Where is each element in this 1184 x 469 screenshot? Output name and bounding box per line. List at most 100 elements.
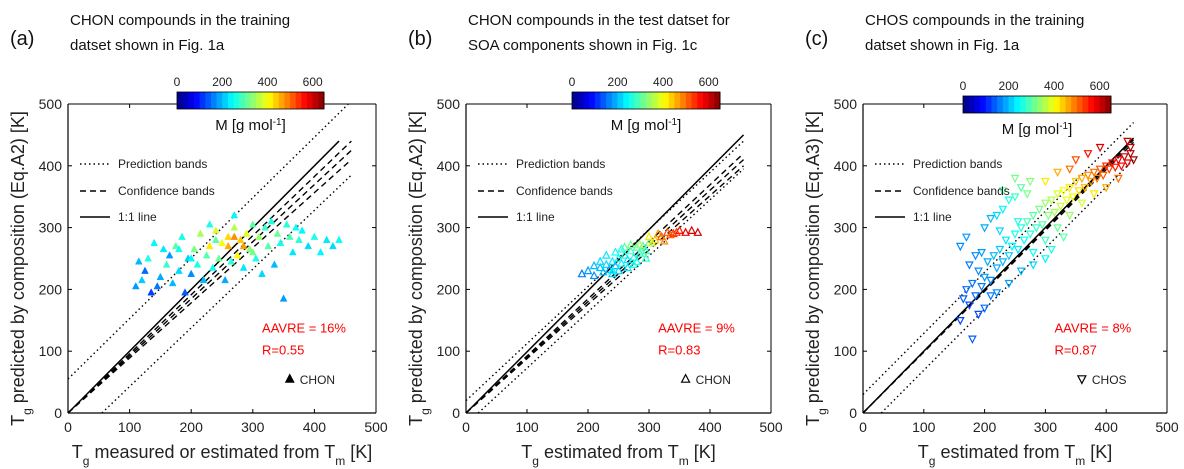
data-point [1062, 196, 1072, 205]
data-point [986, 215, 996, 224]
data-point [239, 263, 248, 271]
y-axis-label: Tg predicted by composition (Eq.A3) [K] [803, 111, 829, 426]
data-point [986, 276, 996, 286]
legend-prediction-label: Prediction bands [913, 157, 1002, 171]
colorbar-tick-label: 600 [303, 75, 323, 89]
data-point [653, 228, 663, 238]
data-point [252, 254, 260, 262]
colorbar-cell [968, 96, 975, 113]
x-tick-label: 500 [1155, 419, 1179, 435]
data-point [1019, 236, 1029, 245]
data-point [955, 242, 965, 252]
data-point [1007, 242, 1017, 252]
y-tick-label: 300 [437, 220, 461, 236]
one-to-one-line [863, 137, 1135, 413]
confidence-band-line [466, 152, 745, 413]
colorbar-cell [1008, 96, 1015, 113]
colorbar-cell [1042, 96, 1049, 113]
colorbar-tick-label: 0 [960, 79, 967, 93]
colorbar-tick-label: 0 [174, 75, 181, 89]
prediction-band-line [880, 159, 1135, 413]
data-point [666, 230, 675, 239]
series-marker-icon [284, 373, 295, 383]
data-point [974, 267, 983, 276]
data-point [1104, 165, 1114, 174]
x-tick-label: 300 [1034, 419, 1058, 435]
colorbar-cell [697, 92, 704, 109]
x-tick-label: 200 [576, 419, 600, 435]
colorbar-cell [657, 92, 664, 109]
data-point [255, 232, 263, 240]
colorbar-cell [1037, 96, 1044, 113]
data-point [202, 251, 211, 259]
data-point [611, 247, 620, 256]
x-tick-label: 100 [912, 419, 936, 435]
colorbar-cell [617, 92, 624, 109]
data-point [641, 253, 651, 262]
colorbar-cell [188, 92, 195, 109]
data-point [1114, 156, 1123, 165]
confidence-band-line [466, 165, 745, 413]
data-point [1123, 137, 1132, 147]
data-point [171, 241, 180, 250]
data-point [156, 272, 165, 281]
data-point [224, 232, 233, 240]
legend-prediction-label: Prediction bands [516, 157, 605, 171]
panel-label: (c) [805, 28, 828, 50]
data-point [1092, 174, 1102, 184]
colorbar-cell [216, 92, 223, 109]
colorbar-cell [1099, 96, 1106, 113]
data-point [273, 229, 282, 237]
stats-annotation: AAVRE = 9% [658, 321, 735, 336]
panel-title-line: datset shown in Fig. 1a [865, 37, 1020, 54]
data-point [242, 229, 251, 237]
colorbar-label: M [g mol-1] [611, 117, 682, 135]
colorbar-cell [651, 92, 658, 109]
data-point [270, 260, 279, 268]
data-point [196, 229, 205, 237]
data-point [178, 232, 186, 240]
data-point [1022, 190, 1032, 199]
stats-annotation: AAVRE = 8% [1055, 321, 1132, 336]
data-point [995, 227, 1005, 236]
colorbar-cell [1088, 96, 1095, 113]
series-label: CHON [696, 373, 731, 387]
colorbar-cell [1071, 96, 1078, 113]
data-point [980, 304, 989, 313]
data-point [1016, 184, 1026, 193]
data-point [205, 220, 214, 228]
data-point [264, 241, 273, 250]
colorbar-frame [571, 91, 721, 110]
colorbar-cell [594, 92, 601, 109]
data-point [153, 282, 162, 290]
data-point [233, 251, 242, 259]
data-point [147, 288, 156, 296]
data-point [974, 310, 983, 320]
colorbar-cell [606, 92, 613, 109]
data-point [611, 260, 620, 270]
data-point [965, 301, 974, 310]
data-point [632, 256, 642, 265]
data-point [211, 226, 220, 234]
data-point [175, 266, 183, 274]
data-point [1041, 177, 1050, 187]
data-point [1013, 245, 1023, 255]
data-point [998, 205, 1008, 215]
data-point [261, 223, 269, 231]
x-tick-label: 0 [859, 419, 867, 435]
data-point [227, 257, 236, 265]
data-point [647, 238, 657, 247]
data-point [998, 187, 1008, 196]
colorbar-cell [205, 92, 212, 109]
x-tick-label: 300 [241, 419, 265, 435]
colorbar-cell [244, 92, 251, 109]
data-point [205, 241, 214, 250]
data-point [968, 279, 977, 289]
data-point [1065, 165, 1075, 174]
data-point [1010, 230, 1020, 239]
series-marker-icon [1076, 375, 1087, 385]
colorbar-cell [685, 92, 693, 109]
data-point [986, 292, 996, 301]
data-point [589, 270, 599, 280]
colorbar-cell [267, 92, 274, 109]
